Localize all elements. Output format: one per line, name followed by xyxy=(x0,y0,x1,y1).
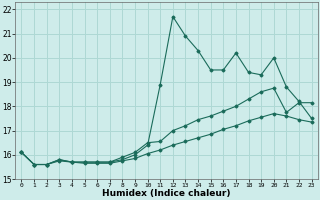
X-axis label: Humidex (Indice chaleur): Humidex (Indice chaleur) xyxy=(102,189,231,198)
